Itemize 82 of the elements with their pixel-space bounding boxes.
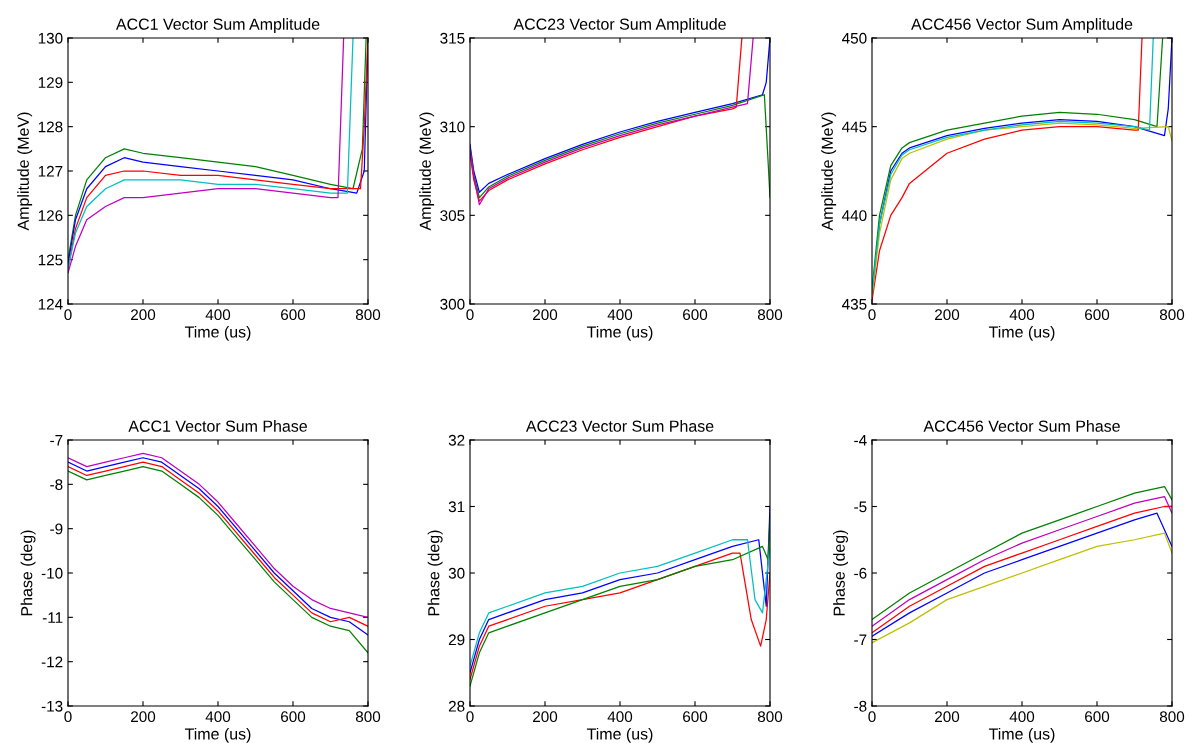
x-tick-label: 800 bbox=[1159, 711, 1185, 723]
x-tick-label: 800 bbox=[757, 711, 783, 723]
y-tick-label: 29 bbox=[448, 634, 465, 646]
x-tick-label: 600 bbox=[281, 711, 306, 723]
x-tick-label: 200 bbox=[935, 711, 960, 723]
y-tick-label: -11 bbox=[42, 612, 63, 623]
y-tick-label: 30 bbox=[448, 567, 465, 579]
y-tick-label: -5 bbox=[854, 501, 867, 513]
x-tick-label: 400 bbox=[205, 711, 231, 723]
x-tick-label: 0 bbox=[64, 309, 72, 321]
x-tick-label: 600 bbox=[1085, 711, 1110, 723]
x-axis-title: Time (us) bbox=[586, 325, 653, 341]
chart-title: ACC1 Vector Sum Phase bbox=[128, 420, 307, 432]
x-tick-label: 200 bbox=[533, 711, 558, 723]
x-axis-title: Time (us) bbox=[184, 325, 251, 341]
x-tick-label: 600 bbox=[1085, 309, 1110, 321]
chart-title: ACC23 Vector Sum Amplitude bbox=[513, 18, 726, 33]
y-tick-label: 450 bbox=[842, 32, 867, 44]
x-tick-label: 600 bbox=[683, 711, 708, 723]
y-tick-label: -7 bbox=[50, 435, 63, 446]
y-tick-label: 315 bbox=[440, 32, 465, 44]
y-axis-title: Amplitude (MeV) bbox=[419, 112, 435, 231]
x-tick-label: 0 bbox=[868, 711, 876, 723]
y-tick-label: 32 bbox=[448, 434, 465, 446]
x-tick-label: 400 bbox=[607, 711, 633, 723]
y-tick-label: -10 bbox=[41, 567, 63, 579]
chart-title: ACC456 Vector Sum Amplitude bbox=[911, 18, 1133, 33]
chart-title: ACC456 Vector Sum Phase bbox=[923, 420, 1120, 432]
line-series bbox=[872, 532, 1172, 644]
x-tick-label: 0 bbox=[868, 309, 876, 321]
x-tick-label: 400 bbox=[205, 309, 231, 321]
y-tick-label: 129 bbox=[38, 77, 63, 89]
y-tick-label: 28 bbox=[448, 700, 465, 712]
x-tick-label: 600 bbox=[281, 309, 306, 321]
chart-title: ACC1 Vector Sum Amplitude bbox=[115, 18, 320, 33]
y-tick-label: 300 bbox=[440, 298, 465, 310]
y-axis-title: Phase (deg) bbox=[427, 530, 443, 616]
y-tick-label: 128 bbox=[38, 121, 63, 133]
y-tick-label: -8 bbox=[50, 479, 63, 491]
x-tick-label: 0 bbox=[64, 711, 72, 723]
y-tick-label: 445 bbox=[842, 121, 867, 133]
y-tick-label: 126 bbox=[38, 210, 63, 222]
y-tick-label: 435 bbox=[842, 298, 867, 310]
y-tick-label: 127 bbox=[38, 165, 63, 177]
y-tick-label: 305 bbox=[440, 210, 465, 222]
y-tick-label: 31 bbox=[448, 501, 465, 513]
y-tick-label: 310 bbox=[440, 121, 465, 133]
x-tick-label: 800 bbox=[1159, 309, 1185, 321]
y-tick-label: 130 bbox=[38, 32, 63, 44]
x-axis-title: Time (us) bbox=[184, 727, 251, 743]
y-tick-label: -12 bbox=[41, 656, 63, 668]
y-axis-title: Phase (deg) bbox=[20, 530, 36, 616]
y-tick-label: -7 bbox=[854, 634, 867, 646]
x-tick-label: 800 bbox=[757, 309, 783, 321]
y-tick-label: 124 bbox=[38, 298, 63, 310]
y-axis-title: Amplitude (MeV) bbox=[821, 112, 837, 231]
x-tick-label: 600 bbox=[683, 309, 708, 321]
x-axis-title: Time (us) bbox=[586, 727, 653, 743]
x-axis-title: Time (us) bbox=[988, 727, 1055, 743]
y-tick-label: -9 bbox=[50, 523, 63, 535]
x-tick-label: 200 bbox=[533, 309, 558, 321]
x-tick-label: 0 bbox=[466, 711, 474, 723]
x-tick-label: 800 bbox=[355, 309, 381, 321]
x-tick-label: 800 bbox=[355, 711, 381, 723]
x-tick-label: 0 bbox=[466, 309, 474, 321]
x-tick-label: 400 bbox=[607, 309, 633, 321]
y-axis-title: Amplitude (MeV) bbox=[17, 112, 33, 231]
y-tick-label: 125 bbox=[38, 254, 63, 266]
y-tick-label: 440 bbox=[842, 210, 867, 222]
y-tick-label: -6 bbox=[854, 567, 867, 579]
y-tick-label: -4 bbox=[854, 435, 867, 446]
x-tick-label: 200 bbox=[131, 711, 156, 723]
line-series bbox=[470, 94, 770, 199]
x-tick-label: 400 bbox=[1009, 309, 1035, 321]
y-axis-title: Phase (deg) bbox=[833, 530, 848, 616]
x-tick-label: 200 bbox=[935, 309, 960, 321]
y-tick-label: -13 bbox=[41, 700, 63, 712]
x-tick-label: 200 bbox=[131, 309, 156, 321]
y-tick-label: -8 bbox=[854, 700, 867, 712]
x-axis-title: Time (us) bbox=[988, 325, 1055, 341]
chart-title: ACC23 Vector Sum Phase bbox=[525, 420, 714, 432]
x-tick-label: 400 bbox=[1009, 711, 1035, 723]
